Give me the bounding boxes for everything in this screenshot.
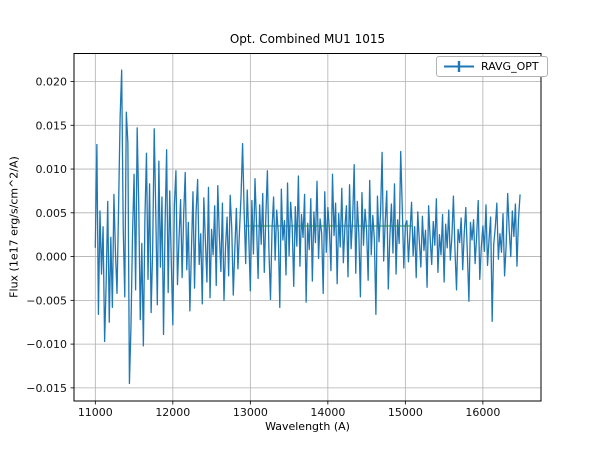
y-axis-label: Flux (1e17 erg/s/cm^2/A) — [7, 156, 21, 298]
errorbar-marker-icon — [444, 61, 474, 72]
x-tick-label: 15000 — [388, 406, 423, 419]
x-tick-label: 14000 — [310, 406, 345, 419]
y-tick-label: −0.015 — [26, 382, 67, 395]
x-axis-label: Wavelength (A) — [265, 420, 350, 433]
chart-title: Opt. Combined MU1 1015 — [229, 32, 386, 46]
y-tick-label: 0.010 — [36, 163, 68, 176]
legend-box: RAVG_OPT — [436, 56, 548, 77]
y-tick-label: 0.005 — [36, 207, 68, 220]
y-tick-label: 0.020 — [36, 76, 68, 89]
legend-label: RAVG_OPT — [481, 60, 539, 73]
y-tick-label: −0.010 — [26, 338, 67, 351]
axes-frame — [73, 53, 542, 402]
y-tick-label: 0.015 — [36, 119, 68, 132]
y-tick-label: 0.000 — [36, 251, 68, 264]
x-tick-label: 12000 — [155, 406, 190, 419]
flux-line — [94, 69, 521, 385]
x-tick-label: 13000 — [233, 406, 268, 419]
x-tick-label: 11000 — [78, 406, 113, 419]
y-tick-label: −0.005 — [26, 294, 67, 307]
x-tick-label: 16000 — [465, 406, 500, 419]
